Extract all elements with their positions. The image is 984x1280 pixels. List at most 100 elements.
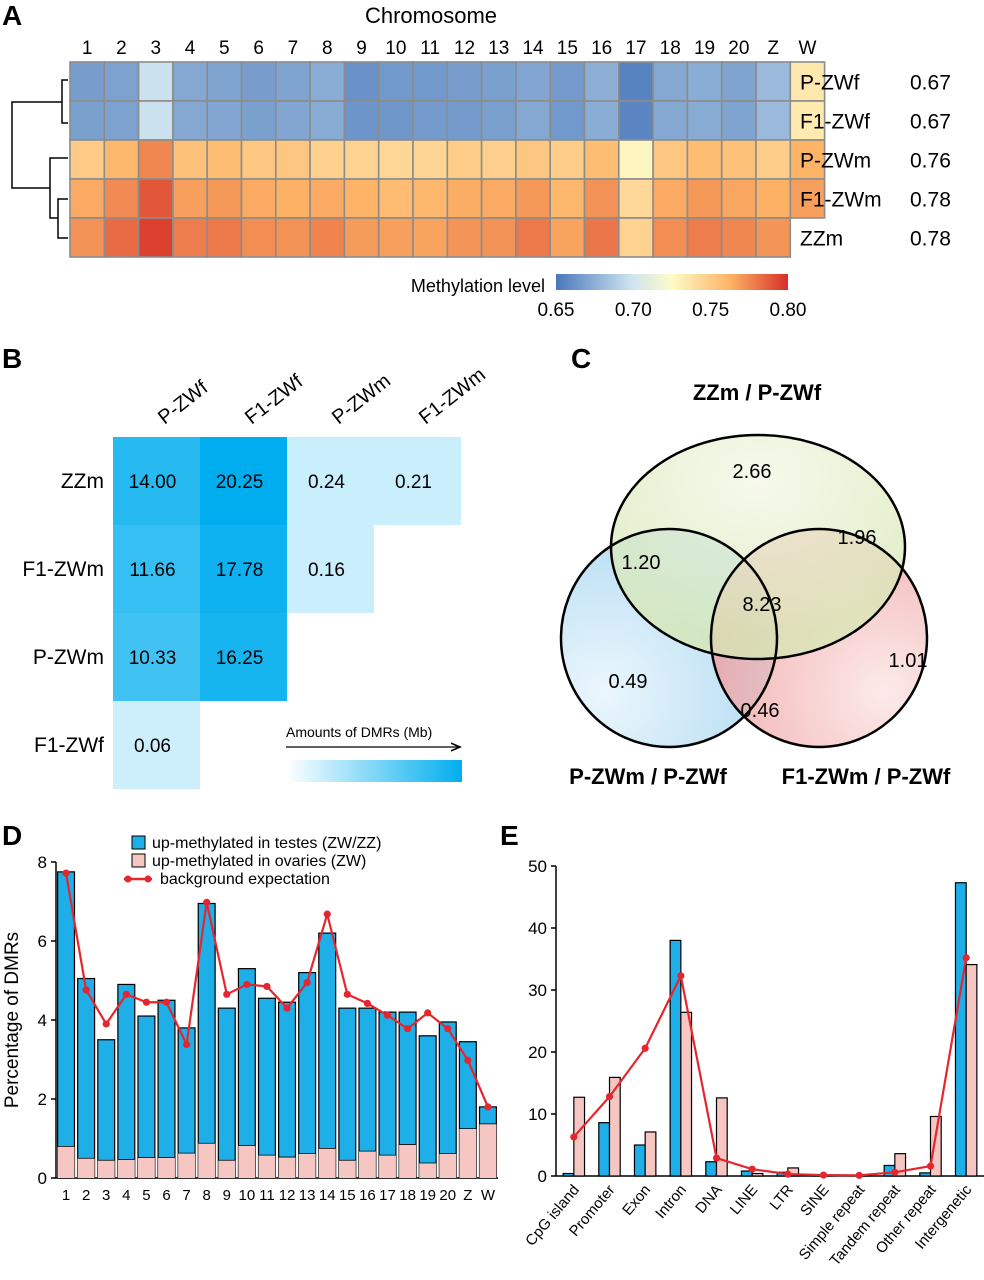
heatmap-cell [172, 61, 208, 102]
bar-testes [418, 1035, 437, 1179]
matrix-row-label: F1-ZWf [34, 734, 104, 757]
y-tick-label: 50 [528, 857, 547, 876]
matrix-row-label: P-ZWm [33, 646, 104, 669]
y-tick-label: 2 [38, 1090, 47, 1109]
d-bars [57, 871, 497, 1179]
heatmap-cell [274, 100, 311, 141]
heatmap-cell [137, 61, 174, 102]
e-bars [562, 882, 978, 1177]
heatmap-col-label: 7 [288, 38, 299, 59]
heatmap-cell [446, 61, 483, 102]
heatmap-cell [515, 61, 552, 102]
heatmap-col-label: 17 [625, 38, 646, 59]
heatmap-cell [480, 100, 517, 141]
heatmap-cell [240, 139, 277, 180]
heatmap-row-label: F1-ZWm [800, 189, 882, 212]
heatmap-cell [412, 217, 449, 258]
heatmap-cell [480, 217, 517, 258]
x-tick-label: 11 [259, 1187, 275, 1204]
background-point [82, 986, 90, 994]
panel-label-e: E [500, 820, 519, 851]
panel-c-venn: ZZm / P-ZWf P-ZWm / P-ZWf F1-ZWm / P-ZWf… [559, 380, 951, 789]
heatmap-cell [240, 178, 277, 219]
bar-testes [338, 1007, 357, 1179]
y-tick-label: 0 [38, 1169, 47, 1188]
colorbar-tick: 0.75 [692, 300, 729, 321]
y-tick-label: 20 [528, 1043, 547, 1062]
d-legend: up-methylated in testes (ZW/ZZ)up-methyl… [124, 835, 381, 888]
matrix-row-label: ZZm [61, 470, 104, 493]
venn-region-values: 2.66 1.20 1.96 8.23 0.49 1.01 0.46 [609, 461, 928, 722]
heatmap-cell [720, 61, 757, 102]
bar-ovaries [158, 1157, 175, 1178]
heatmap-row-label: F1-ZWf [800, 111, 870, 134]
x-tick-label: Z [463, 1187, 472, 1204]
x-tick-label: 14 [319, 1187, 336, 1204]
heatmap-cell [343, 139, 380, 180]
matrix-cell-value: 0.16 [308, 560, 345, 581]
heatmap-cell [755, 139, 792, 180]
bar-testes [57, 871, 76, 1179]
bar-ovaries [894, 1153, 907, 1177]
background-point [641, 1044, 649, 1052]
heatmap-cell [652, 100, 689, 141]
heatmap-col-label: 4 [185, 38, 196, 59]
heatmap-cell [755, 217, 792, 258]
heatmap-cell [274, 61, 311, 102]
y-tick-label: 6 [38, 932, 47, 951]
background-point [182, 1040, 191, 1049]
heatmap-cell [617, 217, 654, 258]
bar-ovaries [965, 963, 978, 1177]
heatmap-col-label: 14 [522, 38, 544, 59]
matrix-cell [200, 613, 287, 701]
heatmap-cell [103, 139, 140, 180]
bar-testes [77, 977, 96, 1179]
background-point [570, 1133, 578, 1141]
matrix-cell [113, 701, 200, 789]
background-point [784, 1170, 792, 1178]
heatmap-cell [583, 61, 620, 102]
heatmap-row-value: 0.78 [910, 228, 951, 251]
e-background-line [570, 954, 970, 1179]
heatmap-cell [515, 100, 552, 141]
background-point [142, 998, 151, 1006]
legend-label-ovaries: up-methylated in ovaries (ZW) [152, 853, 366, 870]
panel-d-bar-chart: Percentage of DMRs up-methylated in test… [2, 835, 498, 1204]
heatmap-cell [549, 61, 586, 102]
heatmap-col-label: 8 [322, 38, 333, 59]
dmr-legend-gradient [286, 760, 462, 782]
matrix-col-label: P-ZWm [328, 370, 395, 429]
matrix-cell [374, 437, 461, 525]
heatmap-cell [103, 61, 140, 102]
heatmap-cell [720, 217, 757, 258]
background-point [962, 954, 970, 962]
y-tick-label: 4 [38, 1011, 47, 1030]
heatmap-cell [377, 139, 414, 180]
heatmap-title: Chromosome [365, 3, 497, 28]
heatmap-cell [103, 217, 140, 258]
colorbar-tick: 0.70 [615, 300, 652, 321]
matrix-cell [113, 437, 200, 525]
x-tick-label: 16 [359, 1187, 376, 1204]
colorbar-label: Methylation level [411, 276, 545, 296]
panel-label-d: D [2, 820, 22, 851]
heatmap-cell [377, 178, 414, 219]
bar-ovaries [338, 1160, 356, 1178]
heatmap-cell [103, 100, 140, 141]
heatmap-cell [617, 61, 654, 102]
bar-ovaries [358, 1151, 376, 1178]
heatmap-cell [686, 61, 723, 102]
x-tick-label: LTR [766, 1182, 797, 1214]
heatmap-row-label: P-ZWf [800, 72, 860, 95]
background-point [383, 1011, 392, 1019]
y-tick-label: 8 [38, 853, 47, 872]
bar-ovaries [298, 1153, 316, 1178]
background-point [926, 1162, 935, 1170]
heatmap-cells [69, 61, 826, 258]
heatmap-row-value: 0.78 [910, 189, 951, 212]
bar-testes [278, 1001, 297, 1179]
colorbar-tick: 0.80 [770, 300, 807, 321]
bar-ovaries [644, 1131, 657, 1177]
matrix-col-label: P-ZWf [154, 376, 213, 428]
background-point [677, 972, 685, 980]
